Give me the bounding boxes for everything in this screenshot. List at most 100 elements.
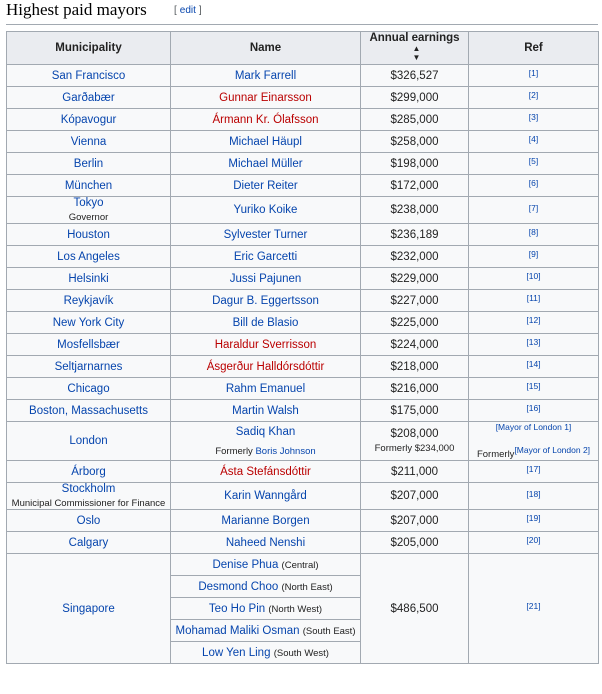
earnings-value: $207,000 <box>390 490 439 502</box>
ref-link[interactable]: [10] <box>526 271 541 281</box>
earnings-value: $208,000 <box>390 428 439 440</box>
cell-name: Low Yen Ling (South West) <box>170 641 361 664</box>
cell-name: Dagur B. Eggertsson <box>170 289 361 312</box>
cell-ref: [6] <box>468 174 599 197</box>
ref-former-link[interactable]: [Mayor of London 2] <box>514 445 591 455</box>
ref-link[interactable]: [11] <box>526 293 541 303</box>
ref-link[interactable]: [20] <box>526 535 541 545</box>
earnings-value: $172,000 <box>390 179 439 192</box>
ref-link[interactable]: [15] <box>526 381 541 391</box>
table-row: Vienna Michael Häupl $258,000 [4] <box>6 130 599 153</box>
ref-link[interactable]: [14] <box>526 359 541 369</box>
municipality-link[interactable]: Los Angeles <box>57 250 120 263</box>
cell-municipality: München <box>6 174 171 197</box>
ref-link[interactable]: [3] <box>528 112 539 122</box>
mayor-link[interactable]: Ásgerður Halldórsdóttir <box>206 360 325 373</box>
cell-earnings: $326,527 <box>360 64 469 87</box>
municipality-link[interactable]: Calgary <box>68 536 109 549</box>
municipality-link[interactable]: San Francisco <box>51 69 126 82</box>
column-header-municipality[interactable]: Municipality <box>6 31 171 65</box>
municipality-link[interactable]: Stockholm <box>61 483 116 495</box>
ref-link[interactable]: [16] <box>526 403 541 413</box>
ref-link[interactable]: [6] <box>528 178 539 188</box>
cell-earnings: $207,000 <box>360 509 469 532</box>
ref-link[interactable]: [5] <box>528 156 539 166</box>
cell-earnings: $285,000 <box>360 108 469 131</box>
mayor-link[interactable]: Denise Phua <box>212 558 279 571</box>
municipality-link[interactable]: London <box>69 435 108 447</box>
municipality-link[interactable]: Houston <box>67 228 110 241</box>
municipality-link[interactable]: Berlin <box>73 157 104 170</box>
cell-municipality: Mosfellsbær <box>6 333 171 356</box>
mayor-link[interactable]: Teo Ho Pin <box>208 602 266 615</box>
municipality-link[interactable]: Seltjarnarnes <box>54 360 123 373</box>
mayor-link[interactable]: Sadiq Khan <box>235 425 296 438</box>
mayor-link[interactable]: Bill de Blasio <box>232 316 299 329</box>
ref-link[interactable]: [4] <box>528 134 539 144</box>
cell-municipality: Oslo <box>6 509 171 532</box>
ref-link[interactable]: [21] <box>526 601 541 611</box>
mayor-link[interactable]: Marianne Borgen <box>221 514 310 527</box>
cell-municipality: New York City <box>6 311 171 334</box>
ref-link[interactable]: [9] <box>528 249 539 259</box>
ref-link[interactable]: [17] <box>526 464 541 474</box>
mayor-link[interactable]: Low Yen Ling <box>202 646 271 659</box>
mayor-link[interactable]: Ásta Stefánsdóttir <box>220 465 311 478</box>
municipality-link[interactable]: Mosfellsbær <box>57 338 120 351</box>
municipality-link[interactable]: Garðabær <box>62 91 115 104</box>
mayor-link[interactable]: Michael Häupl <box>229 135 302 148</box>
mayor-link[interactable]: Dagur B. Eggertsson <box>212 294 319 307</box>
mayor-link[interactable]: Naheed Nenshi <box>225 536 306 549</box>
ref-link[interactable]: [1] <box>528 68 539 78</box>
district-label: (North West) <box>268 603 323 615</box>
cell-earnings: $205,000 <box>360 531 469 554</box>
mayor-link[interactable]: Yuriko Koike <box>233 204 298 216</box>
municipality-link[interactable]: Tokyo <box>73 197 104 209</box>
municipality-link[interactable]: Kópavogur <box>60 113 117 126</box>
municipality-link[interactable]: München <box>64 179 113 192</box>
ref-link[interactable]: [7] <box>528 202 539 213</box>
mayor-link[interactable]: Jussi Pajunen <box>229 272 302 285</box>
municipality-link[interactable]: Boston, Massachusetts <box>29 404 148 417</box>
ref-link[interactable]: [8] <box>528 227 539 237</box>
ref-link[interactable]: [Mayor of London 1] <box>495 422 572 432</box>
mayor-link[interactable]: Mark Farrell <box>234 69 297 82</box>
mayor-link[interactable]: Desmond Choo <box>198 580 279 593</box>
former-mayor-link[interactable]: Boris Johnson <box>255 445 316 457</box>
district-label: (North East) <box>281 581 333 593</box>
mayor-link[interactable]: Eric Garcetti <box>233 250 298 263</box>
municipality-link[interactable]: Helsinki <box>68 272 109 285</box>
cell-name: Dieter Reiter <box>170 174 361 197</box>
table-row: Boston, Massachusetts Martin Walsh $175,00… <box>6 399 599 422</box>
edit-link[interactable]: edit <box>179 5 196 16</box>
table-row: Árborg Ásta Stefánsdóttir $211,000 [17] <box>6 460 599 483</box>
column-header-ref[interactable]: Ref <box>468 31 599 65</box>
municipality-link[interactable]: New York City <box>52 316 125 329</box>
mayor-link[interactable]: Gunnar Einarsson <box>219 91 312 104</box>
ref-link[interactable]: [13] <box>526 337 541 347</box>
mayor-link[interactable]: Ármann Kr. Ólafsson <box>212 113 319 126</box>
mayor-link[interactable]: Sylvester Turner <box>223 228 308 241</box>
municipality-link[interactable]: Oslo <box>76 514 101 527</box>
earnings-value: $238,000 <box>390 204 439 216</box>
mayor-link[interactable]: Michael Müller <box>228 157 303 170</box>
column-header-name[interactable]: Name <box>170 31 361 65</box>
sort-icon[interactable]: ▲ ▼ <box>412 44 421 62</box>
mayor-link[interactable]: Haraldur Sverrisson <box>214 338 317 351</box>
mayor-link[interactable]: Martin Walsh <box>232 404 299 417</box>
municipality-link[interactable]: Árborg <box>71 465 106 478</box>
ref-link[interactable]: [2] <box>528 90 539 100</box>
ref-link[interactable]: [18] <box>526 488 541 499</box>
municipality-link[interactable]: Reykjavík <box>63 294 114 307</box>
mayor-link[interactable]: Rahm Emanuel <box>225 382 306 395</box>
ref-link[interactable]: [19] <box>526 513 541 523</box>
mayor-link[interactable]: Mohamad Maliki Osman <box>175 624 300 637</box>
mayor-link[interactable]: Dieter Reiter <box>233 179 298 192</box>
ref-link[interactable]: [12] <box>526 315 541 325</box>
municipality-link[interactable]: Chicago <box>67 382 110 395</box>
table-row: Low Yen Ling (South West) <box>7 641 599 664</box>
municipality-link[interactable]: Singapore <box>62 602 115 615</box>
column-header-earnings[interactable]: Annual earnings▲ ▼ <box>360 31 469 65</box>
municipality-link[interactable]: Vienna <box>70 135 107 148</box>
mayor-link[interactable]: Karin Wanngård <box>224 490 307 502</box>
